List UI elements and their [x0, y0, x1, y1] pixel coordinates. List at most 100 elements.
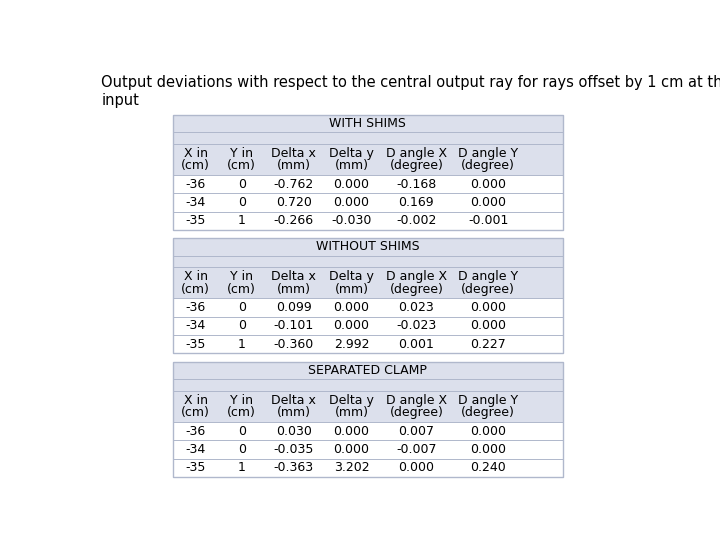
Text: -35: -35 — [186, 338, 206, 350]
Bar — [173, 114, 563, 132]
Bar — [173, 193, 563, 212]
Text: 0.099: 0.099 — [276, 301, 312, 314]
Text: 0.023: 0.023 — [398, 301, 434, 314]
Text: (mm): (mm) — [276, 406, 310, 419]
Text: WITHOUT SHIMS: WITHOUT SHIMS — [316, 240, 420, 253]
Text: (cm): (cm) — [181, 159, 210, 172]
Text: 0: 0 — [238, 320, 246, 333]
Bar — [173, 299, 563, 317]
Text: (mm): (mm) — [335, 159, 369, 172]
Text: -0.001: -0.001 — [468, 214, 508, 227]
Text: 0: 0 — [238, 443, 246, 456]
Bar — [173, 238, 563, 255]
Bar — [173, 255, 563, 267]
Text: (degree): (degree) — [390, 406, 444, 419]
Text: 1: 1 — [238, 338, 246, 350]
Text: 0.000: 0.000 — [470, 320, 506, 333]
Text: 0.000: 0.000 — [333, 320, 369, 333]
Text: 0.000: 0.000 — [333, 196, 369, 209]
Text: D angle X: D angle X — [386, 394, 447, 407]
Text: -0.360: -0.360 — [274, 338, 314, 350]
Bar — [173, 422, 563, 440]
Text: Delta x: Delta x — [271, 270, 316, 283]
Text: -0.030: -0.030 — [331, 214, 372, 227]
Text: (mm): (mm) — [335, 406, 369, 419]
Text: X in: X in — [184, 270, 207, 283]
Text: (cm): (cm) — [181, 282, 210, 295]
Bar — [173, 144, 563, 175]
Text: SEPARATED CLAMP: SEPARATED CLAMP — [308, 364, 428, 377]
Bar — [173, 114, 563, 230]
Text: 0.030: 0.030 — [276, 424, 312, 437]
Bar — [173, 379, 563, 391]
Text: (degree): (degree) — [390, 159, 444, 172]
Text: -34: -34 — [186, 196, 206, 209]
Text: 0.227: 0.227 — [470, 338, 506, 350]
Text: D angle X: D angle X — [386, 270, 447, 283]
Text: -0.168: -0.168 — [396, 178, 436, 191]
Text: Y in: Y in — [230, 147, 253, 160]
Text: (mm): (mm) — [276, 282, 310, 295]
Text: (degree): (degree) — [462, 282, 515, 295]
Text: Delta x: Delta x — [271, 147, 316, 160]
Text: 0.000: 0.000 — [333, 443, 369, 456]
Text: (degree): (degree) — [390, 282, 444, 295]
Text: 0.000: 0.000 — [470, 443, 506, 456]
Bar — [173, 175, 563, 193]
Text: (cm): (cm) — [228, 406, 256, 419]
Text: -36: -36 — [186, 178, 206, 191]
Bar — [173, 238, 563, 353]
Text: D angle Y: D angle Y — [458, 394, 518, 407]
Text: 0.720: 0.720 — [276, 196, 312, 209]
Bar — [173, 362, 563, 379]
Text: D angle Y: D angle Y — [458, 270, 518, 283]
Text: 0.000: 0.000 — [470, 196, 506, 209]
Text: (degree): (degree) — [462, 406, 515, 419]
Bar — [173, 440, 563, 458]
Text: -0.035: -0.035 — [274, 443, 314, 456]
Text: (degree): (degree) — [462, 159, 515, 172]
Text: -35: -35 — [186, 461, 206, 474]
Text: 0.000: 0.000 — [470, 424, 506, 437]
Text: (cm): (cm) — [181, 406, 210, 419]
Text: -0.363: -0.363 — [274, 461, 314, 474]
Text: (cm): (cm) — [228, 159, 256, 172]
Text: X in: X in — [184, 147, 207, 160]
Text: -36: -36 — [186, 424, 206, 437]
Text: -34: -34 — [186, 320, 206, 333]
Text: 0: 0 — [238, 301, 246, 314]
Text: Output deviations with respect to the central output ray for rays offset by 1 cm: Output deviations with respect to the ce… — [101, 75, 720, 107]
Text: Y in: Y in — [230, 270, 253, 283]
Text: (mm): (mm) — [276, 159, 310, 172]
Bar — [173, 212, 563, 230]
Text: D angle Y: D angle Y — [458, 147, 518, 160]
Bar — [173, 132, 563, 144]
Text: 0.007: 0.007 — [398, 424, 434, 437]
Text: 0.000: 0.000 — [333, 178, 369, 191]
Text: -0.023: -0.023 — [396, 320, 436, 333]
Text: 2.992: 2.992 — [334, 338, 369, 350]
Text: 0.000: 0.000 — [470, 301, 506, 314]
Text: 0: 0 — [238, 196, 246, 209]
Text: Delta y: Delta y — [329, 394, 374, 407]
Text: Y in: Y in — [230, 394, 253, 407]
Text: 3.202: 3.202 — [333, 461, 369, 474]
Text: 0.001: 0.001 — [398, 338, 434, 350]
Text: -34: -34 — [186, 443, 206, 456]
Text: Delta y: Delta y — [329, 270, 374, 283]
Text: (cm): (cm) — [228, 282, 256, 295]
Bar — [173, 458, 563, 477]
Text: Delta y: Delta y — [329, 147, 374, 160]
Bar — [173, 362, 563, 477]
Text: 1: 1 — [238, 214, 246, 227]
Text: 0.240: 0.240 — [470, 461, 506, 474]
Bar — [173, 391, 563, 422]
Text: 0.000: 0.000 — [470, 178, 506, 191]
Text: -36: -36 — [186, 301, 206, 314]
Text: 0.169: 0.169 — [398, 196, 434, 209]
Bar — [173, 335, 563, 353]
Text: Delta x: Delta x — [271, 394, 316, 407]
Text: 0.000: 0.000 — [333, 301, 369, 314]
Text: -0.762: -0.762 — [274, 178, 314, 191]
Text: D angle X: D angle X — [386, 147, 447, 160]
